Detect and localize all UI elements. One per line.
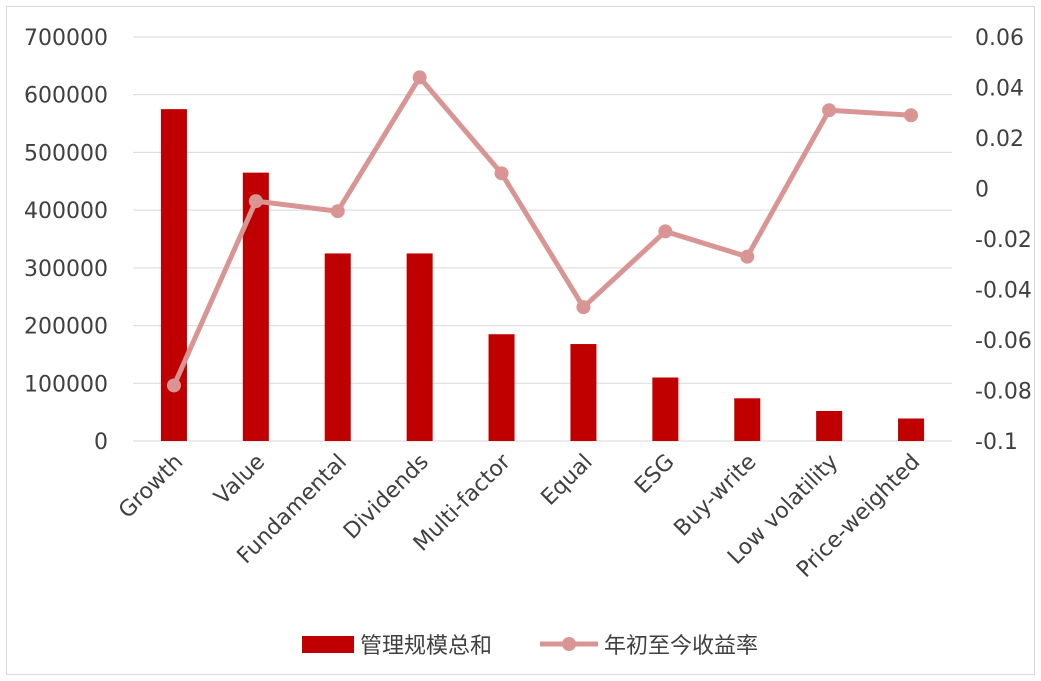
left-tick-label: 700000 [24,26,108,51]
left-tick-label: 200000 [24,315,108,340]
left-tick-label: 500000 [24,141,108,166]
category-label: Value [210,450,270,510]
line-point [412,70,427,85]
right-tick-label: -0.04 [975,279,1032,304]
legend-bar-label: 管理规模总和 [360,634,492,659]
left-axis-ticks: 0 100000 200000 300000 400000 500000 600000 700… [24,26,108,455]
line-point [822,103,837,118]
left-tick-label: 0 [94,430,108,455]
legend: 管理规模总和 年初至今收益率 [302,634,758,659]
bar [570,344,597,441]
line-series [166,70,919,393]
left-tick-label: 400000 [24,199,108,224]
right-tick-label: 0 [975,178,989,203]
line-point [166,378,181,393]
line-point [904,108,919,123]
right-tick-label: -0.08 [975,380,1032,405]
right-tick-label: -0.06 [975,329,1032,354]
line-point [658,224,673,239]
series-line [171,74,912,387]
bar [242,172,269,441]
left-tick-label: 600000 [24,84,108,109]
bar [488,334,515,441]
legend-bar-swatch [302,636,354,653]
line-point [330,204,345,219]
right-tick-label: 0.06 [975,26,1024,51]
bar [406,253,433,441]
left-tick-label: 300000 [24,257,108,282]
legend-line-marker [562,637,576,651]
line-point [740,249,755,264]
line-point [576,300,591,315]
right-axis-ticks: -0.1 -0.08 -0.06 -0.04 -0.02 0 0.02 0.04 0.06 [975,26,1032,455]
left-tick-label: 100000 [24,372,108,397]
right-tick-label: -0.02 [975,228,1032,253]
gridlines [133,36,952,384]
bar [324,253,351,441]
line-point [494,166,509,181]
line-point [248,194,263,209]
legend-line-label: 年初至今收益率 [604,634,758,659]
category-label: Equal [537,450,598,511]
category-labels: Growth ValueFundamentalDividendsMulti-fac… [114,449,925,583]
right-tick-label: 0.04 [975,77,1024,102]
bar [652,377,679,441]
bar-series [160,109,925,442]
right-tick-label: -0.1 [975,430,1018,455]
category-label: Growth [114,450,188,524]
bar [816,410,843,441]
bar [898,418,925,441]
right-tick-label: 0.02 [975,127,1024,152]
bar [734,398,761,441]
category-label: ESG [630,450,679,499]
